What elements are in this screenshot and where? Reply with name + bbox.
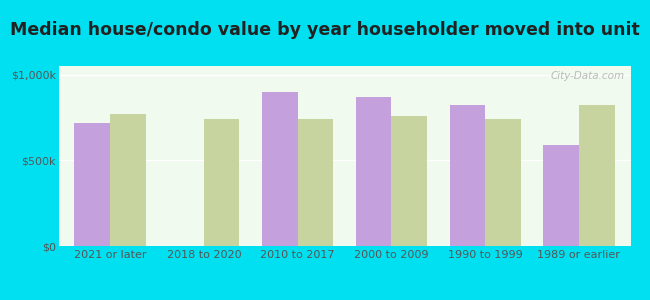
Bar [543,145,579,246]
Bar [204,119,239,246]
Bar [75,123,110,246]
Bar [298,119,333,246]
Text: City-Data.com: City-Data.com [551,71,625,81]
Bar [391,116,427,246]
Bar [485,119,521,246]
Text: Median house/condo value by year householder moved into unit: Median house/condo value by year househo… [10,21,640,39]
Bar [450,105,485,246]
Bar [262,92,298,246]
Bar [579,105,614,246]
Bar [356,97,391,246]
Bar [110,114,146,246]
